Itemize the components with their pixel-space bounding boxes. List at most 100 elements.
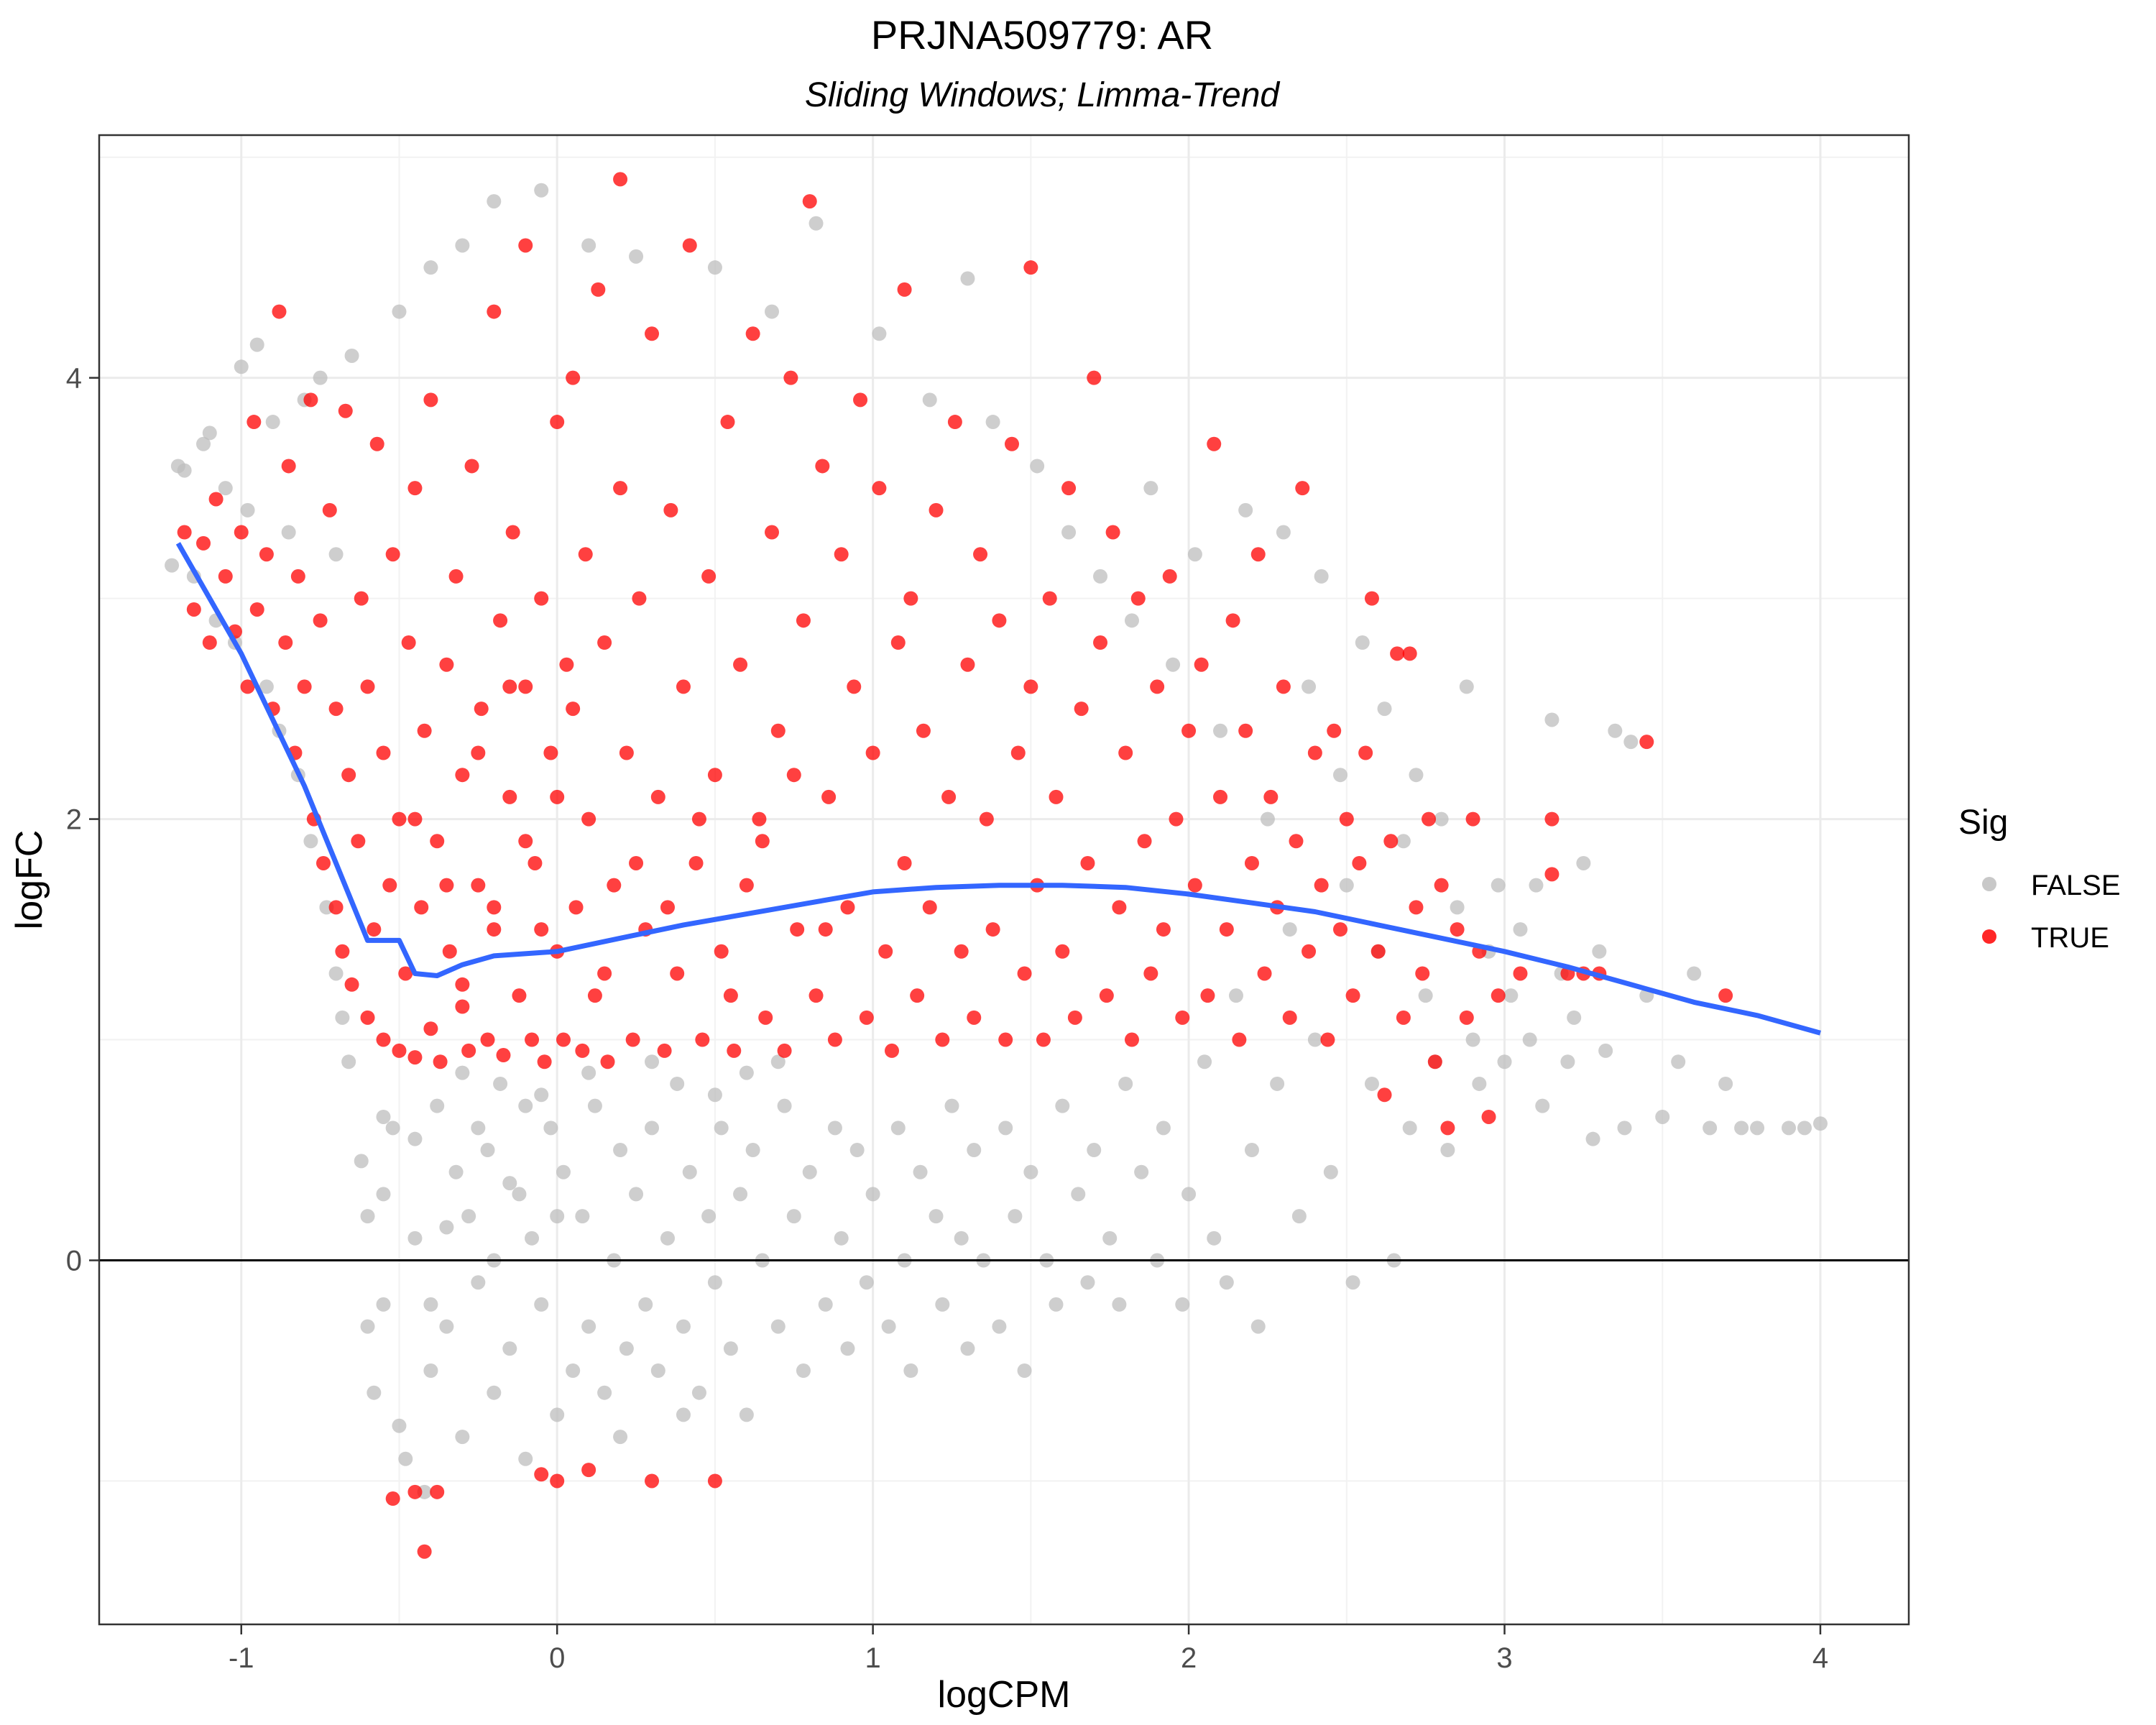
data-point-false [992,1319,1007,1334]
chart-subtitle: Sliding Windows; Limma-Trend [805,76,1281,114]
data-point-true [430,834,445,849]
data-point-false [376,1297,391,1312]
data-point-false [998,1121,1013,1136]
data-point-true [543,745,558,760]
data-point-true [1396,1010,1411,1025]
data-point-false [1782,1121,1797,1136]
data-point-true [720,415,735,430]
data-point-true [979,811,994,827]
data-point-false [1522,1032,1537,1047]
data-point-false [1703,1121,1718,1136]
data-point-true [392,1043,407,1058]
data-point-true [455,768,470,783]
data-point-true [650,789,665,804]
data-point-true [430,1484,445,1499]
data-point-true [537,1054,552,1070]
data-point-true [935,1032,950,1047]
data-point-false [581,1065,596,1080]
data-point-true [916,723,931,738]
data-point-true [1263,789,1279,804]
data-point-true [1207,436,1222,451]
data-point-true [433,1054,448,1070]
data-point-false [376,1109,391,1124]
data-point-false [954,1230,969,1246]
data-point-true [382,878,397,893]
data-point-true [1219,922,1234,937]
data-point-true [464,459,479,474]
data-point-true [657,1043,672,1058]
x-tick-label: 3 [1496,1642,1512,1674]
x-tick-label: 4 [1812,1642,1828,1674]
data-point-false [1061,525,1077,540]
data-point-false [1576,855,1591,870]
data-point-true [534,1467,549,1482]
data-point-true [1450,922,1465,937]
y-tick-label: 0 [66,1246,82,1277]
data-point-false [859,1275,874,1290]
grid-minor [99,135,1909,1624]
data-point-false [556,1164,571,1179]
data-point-true [474,702,489,717]
y-axis-title: logFC [9,830,50,930]
data-point-false [1535,1098,1550,1113]
data-point-false [1598,1043,1613,1058]
data-point-true [682,238,697,253]
data-point-false [534,1297,549,1312]
data-point-false [1687,966,1702,981]
data-point-false [650,1363,665,1378]
series-true-points [177,172,1733,1559]
data-point-false [480,1143,495,1158]
data-point-true [865,745,880,760]
data-point-false [1396,834,1411,849]
data-point-false [1102,1230,1118,1246]
data-point-false [259,679,274,694]
data-point-false [1503,988,1519,1003]
data-point-false [439,1319,454,1334]
data-point-true [407,811,423,827]
y-tick-label: 2 [66,804,82,836]
data-point-false [471,1121,486,1136]
data-point-true [890,635,906,650]
data-point-false [240,502,255,518]
data-point-false [1314,569,1329,584]
data-point-true [487,922,502,937]
data-point-false [985,415,1000,430]
data-point-true [897,282,912,297]
data-point-true [234,525,249,540]
data-point-false [344,348,359,363]
data-point-true [423,392,438,408]
data-point-false [303,834,318,849]
data-point-true [796,613,811,628]
data-point-true [202,635,217,650]
data-point-false [360,1319,375,1334]
data-point-true [496,1048,511,1063]
data-point-true [566,370,581,385]
plot-panel-border [98,134,1910,1626]
data-point-false [1440,1143,1455,1158]
data-point-true [992,613,1007,628]
data-point-true [354,591,369,606]
data-point-false [1529,878,1544,893]
data-point-false [1750,1121,1765,1136]
data-point-false [1017,1363,1032,1378]
data-point-true [455,999,470,1014]
data-point-true [1257,966,1272,981]
data-point-true [439,878,454,893]
x-tick-label: 1 [865,1642,881,1674]
data-point-true [1345,988,1360,1003]
data-point-false [512,1187,527,1202]
data-point-true [985,922,1000,937]
data-point-true [1238,723,1253,738]
data-point-true [1213,789,1228,804]
y-tick-label: 4 [66,363,82,395]
data-point-true [398,966,413,981]
data-point-false [777,1098,792,1113]
data-point-false [1143,481,1158,496]
data-point-true [407,481,423,496]
data-point-true [417,723,432,738]
data-point-false [265,415,280,430]
data-point-true [360,679,375,694]
data-point-false [1080,1275,1095,1290]
data-point-false [739,1065,754,1080]
